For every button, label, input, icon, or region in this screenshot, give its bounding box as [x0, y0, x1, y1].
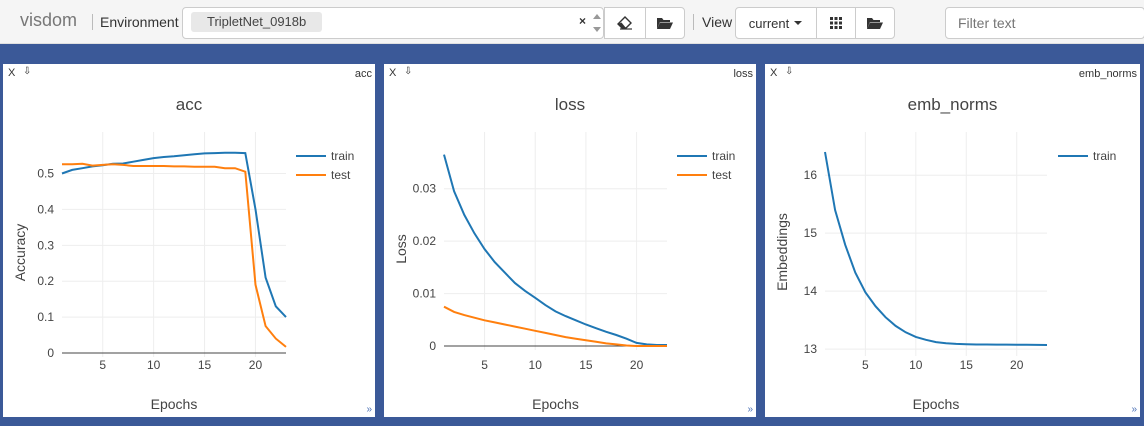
manage-env-button[interactable] [645, 7, 685, 39]
y-tick-label: 0.03 [413, 182, 437, 196]
legend-label[interactable]: test [712, 168, 732, 182]
grid-icon [830, 17, 842, 29]
x-tick-label: 15 [960, 358, 974, 372]
y-axis-label: Loss [393, 234, 409, 264]
x-axis-label: Epochs [151, 396, 198, 412]
x-tick-label: 15 [579, 358, 593, 372]
y-tick-label: 0.5 [37, 167, 54, 181]
y-tick-label: 0.4 [37, 202, 54, 216]
y-tick-label: 0 [47, 346, 54, 360]
download-icon[interactable]: ⇩ [404, 66, 413, 77]
x-tick-label: 15 [198, 358, 212, 372]
y-tick-label: 16 [804, 168, 818, 182]
line-chart[interactable]: emb_norms 5 10 15 20 13 14 15 16 Epochs Embeddings… [765, 64, 1140, 417]
resize-icon[interactable]: » [366, 404, 372, 415]
environment-spinner-icon[interactable] [591, 10, 603, 36]
y-axis-label: Embeddings [774, 213, 790, 291]
y-tick-label: 13 [804, 342, 818, 356]
x-tick-label: 5 [99, 358, 106, 372]
view-select[interactable]: current [735, 7, 817, 39]
series-line-train[interactable] [824, 151, 1048, 346]
legend-label[interactable]: test [331, 168, 351, 182]
y-axis-label: Accuracy [12, 224, 28, 282]
eraser-icon [617, 16, 632, 30]
legend-label[interactable]: train [712, 149, 735, 163]
environment-chip[interactable]: TripletNet_0918b [191, 12, 323, 32]
view-value: current [748, 15, 790, 31]
toolbar-divider [92, 14, 93, 30]
caret-down-icon [794, 21, 803, 25]
view-label: View [702, 14, 733, 30]
y-tick-label: 0.2 [37, 274, 54, 288]
close-icon[interactable]: X [389, 67, 397, 79]
y-tick-label: 14 [804, 284, 818, 298]
x-axis-label: Epochs [913, 396, 960, 412]
environment-select[interactable]: TripletNet_0918b × [182, 7, 604, 39]
x-tick-label: 10 [529, 358, 543, 372]
series-line-test[interactable] [443, 305, 667, 347]
x-tick-label: 5 [481, 358, 488, 372]
plot-pane-emb-norms[interactable]: X ⇩ emb_norms » emb_norms 5 10 15 20 13 14 15 16 Epoc… [765, 64, 1140, 417]
y-tick-label: 0 [429, 339, 436, 353]
clear-env-button[interactable] [604, 7, 646, 39]
manage-views-button[interactable] [855, 7, 895, 39]
pane-window-name: loss [733, 68, 753, 80]
series-line-train[interactable] [443, 154, 667, 346]
x-tick-label: 5 [862, 358, 869, 372]
pane-window-name: acc [354, 68, 372, 80]
chart-title: acc [176, 95, 203, 114]
chart-title: emb_norms [908, 95, 998, 114]
repack-button[interactable] [816, 7, 856, 39]
legend-label[interactable]: train [331, 149, 354, 163]
chart-title: loss [555, 95, 585, 114]
legend-label[interactable]: train [1093, 149, 1116, 163]
folder-open-icon [867, 18, 883, 29]
download-icon[interactable]: ⇩ [785, 66, 794, 77]
folder-open-icon [657, 18, 673, 29]
y-tick-label: 0.01 [413, 287, 437, 301]
x-tick-label: 20 [1010, 358, 1024, 372]
line-chart[interactable]: loss 5 10 15 20 0 0.01 0.02 0.03 Epochs Loss train t… [384, 64, 756, 417]
plot-pane-acc[interactable]: X ⇩ acc » acc 5 10 15 20 0 0.1 0.2 0.3 0.4 0.5 Epochs Ac… [3, 64, 375, 417]
x-tick-label: 10 [147, 358, 161, 372]
close-icon[interactable]: X [770, 67, 778, 79]
y-tick-label: 15 [804, 226, 818, 240]
filter-text-input[interactable] [945, 7, 1144, 39]
y-tick-label: 0.02 [413, 234, 437, 248]
x-tick-label: 20 [249, 358, 263, 372]
series-line-train[interactable] [61, 151, 287, 318]
pane-window-name: emb_norms [1078, 68, 1137, 80]
x-tick-label: 10 [909, 358, 923, 372]
x-axis-label: Epochs [532, 396, 579, 412]
line-chart[interactable]: acc 5 10 15 20 0 0.1 0.2 0.3 0.4 0.5 Epochs Accuracy… [3, 64, 375, 417]
environment-label: Environment [100, 14, 179, 30]
series-line-test[interactable] [62, 162, 287, 348]
download-icon[interactable]: ⇩ [23, 66, 32, 77]
plot-pane-loss[interactable]: X ⇩ loss » loss 5 10 15 20 0 0.01 0.02 0.03 Epochs Los… [384, 64, 756, 417]
toolbar-divider [693, 14, 694, 30]
app-brand: visdom [20, 10, 78, 30]
y-tick-label: 0.1 [37, 310, 54, 324]
resize-icon[interactable]: » [1131, 404, 1137, 415]
y-tick-label: 0.3 [37, 238, 54, 252]
x-tick-label: 20 [630, 358, 644, 372]
top-toolbar: visdom Environment TripletNet_0918b × Vi… [0, 0, 1144, 44]
close-icon[interactable]: X [8, 67, 16, 79]
resize-icon[interactable]: » [747, 404, 753, 415]
clear-environment-icon[interactable]: × [579, 14, 587, 28]
